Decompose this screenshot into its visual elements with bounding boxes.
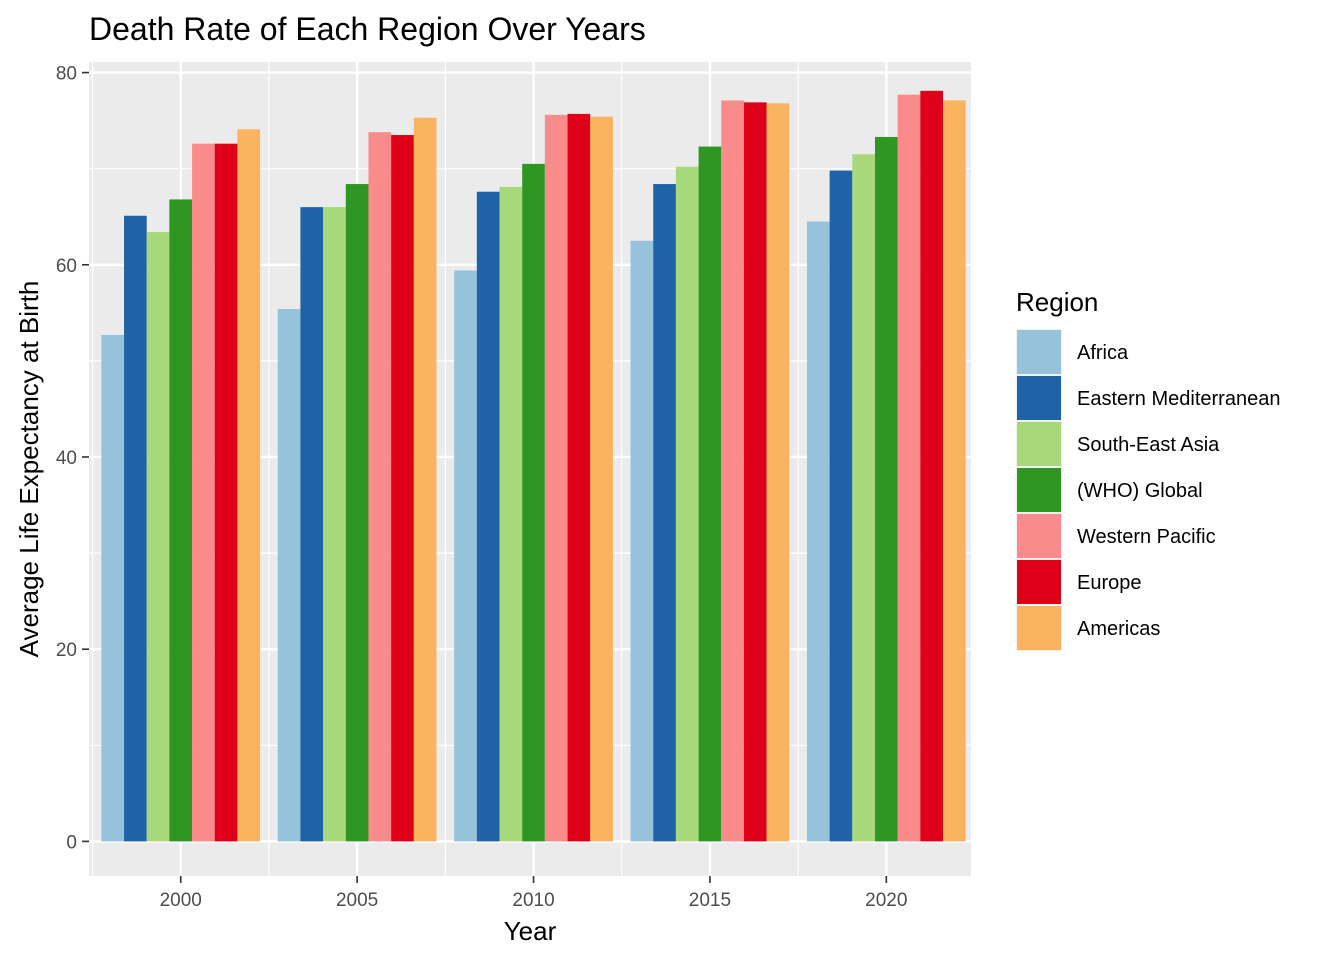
y-tick-label: 80 bbox=[56, 64, 77, 85]
bar bbox=[766, 103, 790, 842]
bar bbox=[413, 117, 437, 842]
bar bbox=[920, 90, 944, 842]
bar bbox=[544, 114, 568, 842]
bar bbox=[698, 146, 722, 842]
bar bbox=[852, 154, 875, 842]
bar bbox=[391, 135, 414, 842]
bar bbox=[721, 100, 744, 842]
legend-label: Americas bbox=[1077, 618, 1160, 640]
legend-label: Europe bbox=[1077, 572, 1142, 594]
bars bbox=[101, 90, 966, 842]
bar bbox=[829, 170, 853, 842]
x-tick-label: 2005 bbox=[336, 890, 378, 911]
legend-swatch bbox=[1017, 560, 1061, 604]
bar bbox=[146, 232, 170, 842]
bar bbox=[192, 143, 215, 842]
y-axis: 0 20 40 60 80 bbox=[56, 64, 89, 853]
bar bbox=[522, 163, 545, 842]
legend-swatch bbox=[1017, 330, 1061, 374]
x-tick-label: 2020 bbox=[865, 890, 907, 911]
bar bbox=[675, 166, 699, 842]
bar bbox=[806, 221, 830, 842]
legend-label: (WHO) Global bbox=[1077, 480, 1203, 502]
bar bbox=[323, 207, 346, 842]
y-axis-title: Average Life Expectancy at Birth bbox=[14, 281, 44, 658]
x-axis-title: Year bbox=[504, 916, 557, 946]
chart-title: Death Rate of Each Region Over Years bbox=[89, 11, 646, 47]
bar bbox=[874, 136, 898, 842]
bar bbox=[214, 143, 238, 842]
bar bbox=[368, 132, 392, 842]
legend-title: Region bbox=[1016, 287, 1098, 317]
legend-label: South-East Asia bbox=[1077, 434, 1220, 456]
bar bbox=[499, 186, 523, 842]
bar bbox=[454, 270, 477, 842]
y-tick-label: 40 bbox=[56, 448, 77, 469]
legend-label: Africa bbox=[1077, 342, 1129, 364]
legend: Region Africa Eastern Mediterranean South-… bbox=[1016, 287, 1280, 651]
bar bbox=[476, 191, 500, 842]
legend-swatch bbox=[1017, 606, 1061, 650]
bar bbox=[630, 240, 654, 842]
bar bbox=[101, 334, 125, 842]
legend-label: Eastern Mediterranean bbox=[1077, 388, 1280, 410]
bar bbox=[300, 207, 324, 842]
bar bbox=[743, 102, 767, 842]
legend-swatch bbox=[1017, 376, 1061, 420]
bar bbox=[943, 100, 966, 842]
legend-swatch bbox=[1017, 514, 1061, 558]
bar bbox=[590, 116, 613, 842]
x-tick-label: 2015 bbox=[689, 890, 731, 911]
x-tick-label: 2010 bbox=[512, 890, 554, 911]
legend-swatch bbox=[1017, 422, 1061, 466]
legend-swatch bbox=[1017, 468, 1061, 512]
bar bbox=[169, 199, 193, 842]
bar bbox=[897, 94, 921, 842]
bar bbox=[277, 308, 301, 842]
bar bbox=[237, 129, 261, 842]
bar bbox=[653, 184, 676, 842]
bar bbox=[345, 184, 369, 842]
bar bbox=[567, 113, 591, 842]
x-tick-label: 2000 bbox=[160, 890, 202, 911]
y-tick-label: 0 bbox=[66, 832, 77, 853]
legend-label: Western Pacific bbox=[1077, 526, 1216, 548]
y-tick-label: 60 bbox=[56, 256, 77, 277]
y-tick-label: 20 bbox=[56, 640, 77, 661]
x-axis: 2000 2005 2010 2015 2020 bbox=[160, 876, 907, 911]
bar bbox=[124, 215, 147, 842]
